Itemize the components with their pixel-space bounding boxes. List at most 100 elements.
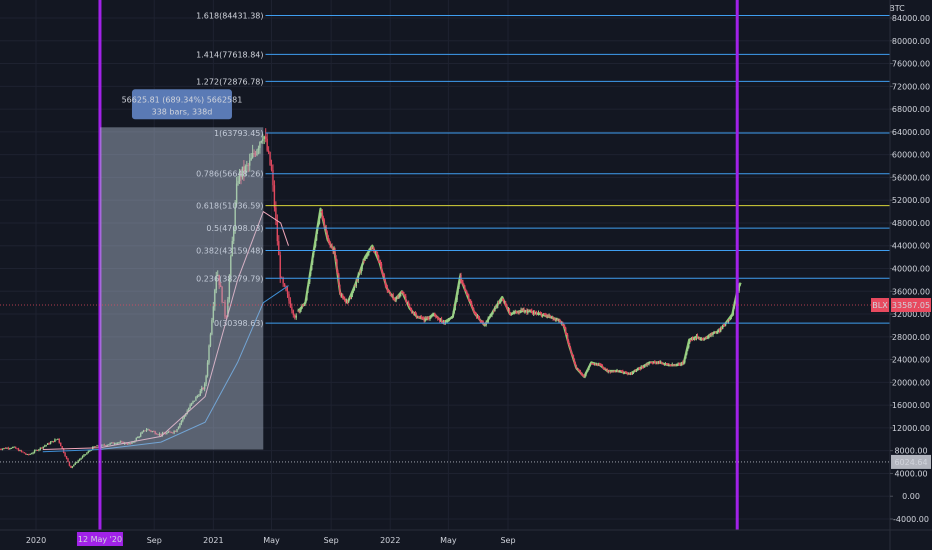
historical-candle [217, 274, 219, 276]
historical-candle [249, 160, 251, 166]
measure-range-box[interactable] [99, 127, 264, 450]
projection-candle [474, 313, 477, 315]
projection-candle [537, 312, 540, 314]
projection-candle [511, 314, 514, 315]
projection-candle [612, 371, 614, 373]
projection-candle [575, 365, 578, 369]
fib-level-label: 0.5(47098.03) [206, 224, 263, 233]
projection-candle [380, 263, 383, 272]
projection-candle [495, 306, 497, 308]
historical-candle [270, 164, 273, 170]
projection-candle [664, 363, 667, 365]
projection-candle [357, 274, 359, 281]
projection-candle [618, 371, 620, 372]
historical-candle [160, 433, 162, 436]
projection-candle [433, 313, 435, 315]
price-tag-value: 33587.05 [892, 301, 930, 310]
projection-candle [516, 312, 518, 314]
projection-candle [504, 301, 507, 306]
historical-candle [240, 171, 242, 178]
historical-candle [294, 314, 296, 318]
historical-candle [129, 443, 132, 444]
historical-candle [266, 138, 268, 151]
price-tag-box[interactable] [891, 298, 931, 313]
projection-candle [422, 317, 424, 320]
fib-retracement[interactable]: 1.618(84431.38) 1.414(77618.84) 1.272(7287… [196, 12, 890, 329]
historical-candle [49, 442, 52, 445]
projection-candle [423, 319, 425, 321]
historical-candle [189, 404, 191, 409]
projection-candle [619, 370, 621, 372]
projection-candle [479, 319, 482, 322]
projection-candle [559, 319, 561, 321]
projection-candle [610, 371, 612, 373]
projection-candle [388, 291, 390, 293]
projection-candle [650, 361, 652, 363]
projection-candle [711, 333, 713, 336]
fib-level-label: 0.618(51036.59) [196, 202, 263, 211]
projection-candle [556, 319, 558, 321]
historical-candle [224, 302, 226, 317]
projection-candle [705, 337, 707, 339]
projection-candle [488, 317, 490, 319]
projection-candle [405, 296, 407, 301]
price-tag-box[interactable] [891, 454, 931, 469]
x-tick-label: 2022 [380, 536, 400, 545]
projection-candle [614, 371, 616, 373]
projection-candle [645, 364, 647, 366]
projection-candle [358, 272, 360, 275]
historical-candle [78, 459, 81, 461]
projection-candle [443, 321, 446, 324]
historical-candle [282, 278, 284, 284]
projection-candle [371, 247, 373, 249]
projection-candle [353, 284, 356, 291]
projection-candle [543, 314, 546, 316]
historical-candle [36, 450, 39, 451]
projection-candle [399, 294, 401, 297]
projection-candle [565, 333, 568, 335]
projection-candle [671, 364, 673, 366]
series [0, 128, 742, 469]
price-tag-symbol-box [871, 298, 889, 313]
measure-tool[interactable]: 56625.81 (689.34%) 5662581 338 bars, 338d [99, 89, 264, 450]
projection-candle [368, 249, 370, 253]
projection-candle [604, 368, 607, 370]
vertical-markers[interactable] [98, 0, 739, 530]
projection-candle [449, 317, 452, 320]
projection-candle [375, 251, 377, 253]
projection-candle [367, 252, 369, 255]
projection-candle [508, 309, 511, 313]
projection-candle [442, 321, 445, 323]
projection-candle [461, 281, 463, 282]
projection-candle [440, 318, 443, 323]
y-tick-label: 20000.00 [892, 378, 930, 387]
measure-tooltip-line2: 338 bars, 338d [152, 107, 213, 116]
projection-candle [499, 301, 501, 304]
projection-candle [438, 318, 440, 320]
projection-candle [476, 315, 479, 317]
historical-candle [208, 345, 210, 363]
x-tick-label: 2020 [26, 536, 46, 545]
fib-level-label: 0.382(43159.48) [196, 247, 263, 256]
projection-candle [347, 299, 350, 303]
projection-candle [322, 218, 325, 221]
historical-candle [60, 442, 62, 447]
projection-candle [634, 370, 637, 372]
historical-candle [180, 420, 183, 424]
historical-candle [179, 423, 181, 427]
projection-candle [446, 321, 449, 323]
projection-candle [542, 314, 545, 316]
projection-candle [602, 367, 605, 369]
projection-candle [527, 309, 529, 313]
historical-candle [89, 450, 91, 452]
projection-candle [655, 361, 657, 364]
projection-candle [712, 333, 714, 336]
projection-candle [585, 372, 587, 376]
projection-candle [704, 337, 706, 339]
historical-candle [12, 446, 14, 449]
historical-candle [90, 450, 92, 451]
historical-candle [203, 384, 206, 390]
x-highlight-tag[interactable] [76, 532, 123, 546]
